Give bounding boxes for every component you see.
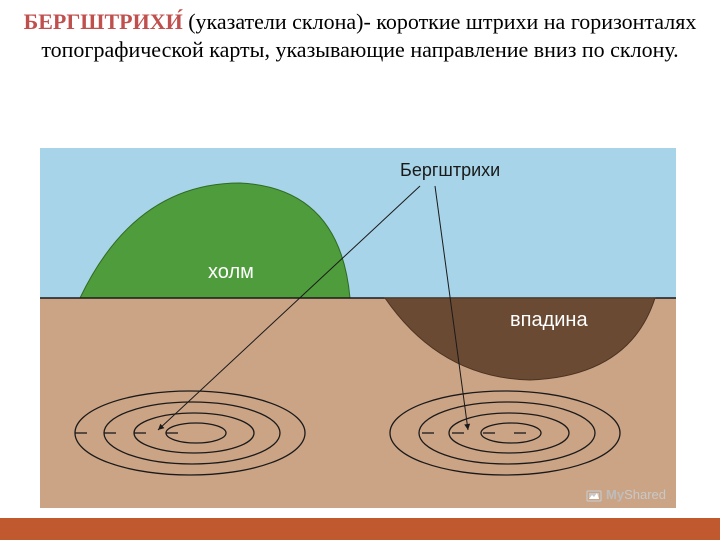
heading: БЕРГШТРИХИ́ (указатели склона)- короткие… bbox=[10, 8, 710, 63]
svg-text:впадина: впадина bbox=[510, 309, 588, 331]
watermark: MyShared bbox=[586, 487, 666, 504]
svg-text:холм: холм bbox=[208, 261, 254, 283]
slide: БЕРГШТРИХИ́ (указатели склона)- короткие… bbox=[0, 8, 720, 540]
diagram: Бергштрихи холм впадина bbox=[40, 148, 676, 508]
footer-bar bbox=[0, 518, 720, 540]
term: БЕРГШТРИХИ́ bbox=[24, 9, 183, 34]
watermark-rest: Shared bbox=[624, 487, 666, 502]
watermark-icon bbox=[586, 488, 602, 504]
svg-text:Бергштрихи: Бергштрихи bbox=[400, 160, 500, 180]
watermark-prefix: My bbox=[606, 487, 624, 502]
